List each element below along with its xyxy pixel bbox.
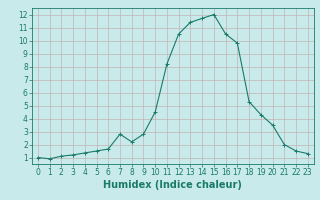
X-axis label: Humidex (Indice chaleur): Humidex (Indice chaleur)	[103, 180, 242, 190]
